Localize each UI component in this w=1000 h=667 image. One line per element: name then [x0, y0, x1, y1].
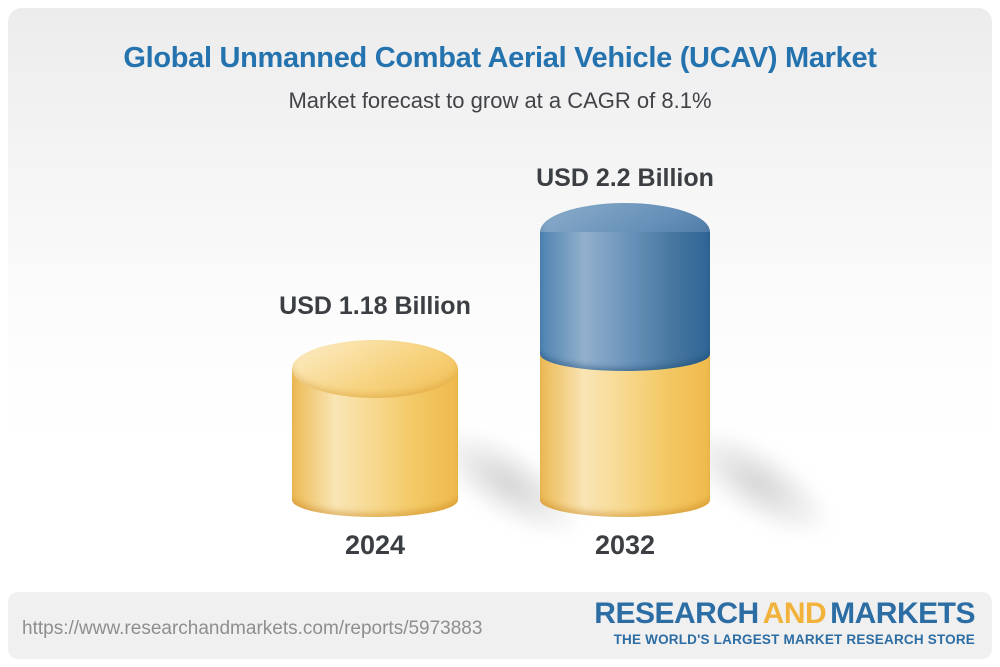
- page-title: Global Unmanned Combat Aerial Vehicle (U…: [123, 42, 877, 74]
- bar-2024-category-label: 2024: [344, 530, 406, 560]
- bar-2032-base-segment: [540, 352, 710, 517]
- bar-2032-cylinder: [540, 203, 710, 517]
- bar-2024-value-label: USD 1.18 Billion: [279, 292, 471, 320]
- bar-2024-cylinder: [292, 340, 458, 517]
- research-and-markets-logo: RESEARCH AND MARKETS THE WORLD'S LARGEST M…: [594, 598, 975, 648]
- logo-tagline: THE WORLD'S LARGEST MARKET RESEARCH STOR…: [613, 632, 975, 647]
- bar-2024-top-face: [292, 340, 458, 398]
- report-url: https://www.researchandmarkets.com/repor…: [22, 618, 483, 639]
- bar-2032-value-label: USD 2.2 Billion: [536, 164, 714, 192]
- logo-wordmark: RESEARCH AND MARKETS: [594, 598, 975, 630]
- logo-word-markets: MARKETS: [830, 597, 975, 630]
- bar-2032-growth-segment: [540, 232, 710, 371]
- logo-word-research: RESEARCH: [594, 597, 759, 630]
- page-subtitle: Market forecast to grow at a CAGR of 8.1…: [288, 88, 712, 113]
- logo-word-and: AND: [762, 597, 827, 630]
- footer-background-panel: [8, 592, 992, 659]
- bar-2032-category-label: 2032: [594, 530, 656, 560]
- chart-background-panel: [8, 8, 992, 590]
